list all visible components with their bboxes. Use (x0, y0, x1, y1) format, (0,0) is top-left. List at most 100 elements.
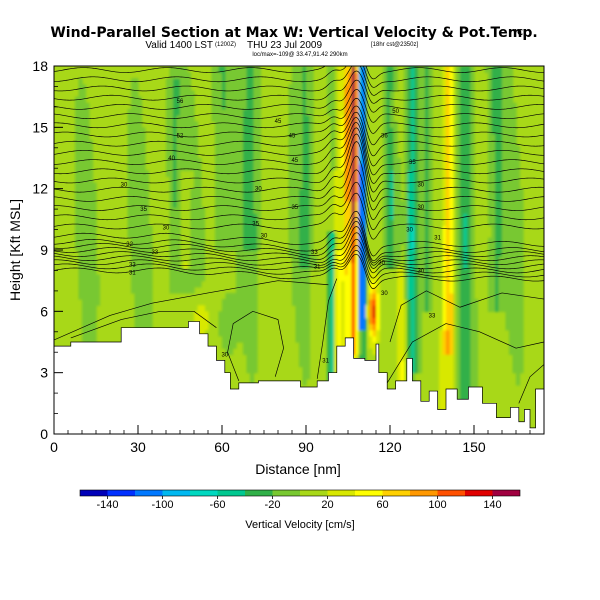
field-cell-3507 (498, 145, 503, 153)
field-cell-1373 (292, 194, 297, 202)
field-cell-865 (222, 213, 227, 220)
field-cell-640 (183, 127, 188, 135)
field-cell-1915 (344, 200, 349, 208)
field-cell-280 (134, 311, 139, 319)
field-cell-299 (134, 194, 139, 202)
field-cell-3660 (512, 311, 517, 319)
field-cell-838 (218, 145, 223, 153)
contour-label-9: 30 (121, 183, 128, 189)
field-cell-2140 (358, 292, 363, 300)
field-cell-2944 (446, 280, 451, 288)
field-cell-2135 (358, 323, 363, 331)
field-cell-2142 (358, 280, 363, 288)
field-cell-1804 (337, 145, 342, 153)
field-cell-2206 (362, 256, 367, 263)
field-cell-415 (145, 299, 150, 306)
field-cell-3190 (463, 243, 468, 251)
field-cell-1366 (292, 237, 297, 245)
field-cell-2438 (397, 219, 402, 227)
field-cell-2942 (446, 292, 451, 300)
field-cell-657 (187, 151, 192, 159)
field-cell-2192 (362, 342, 367, 349)
field-cell-844 (218, 108, 223, 116)
field-cell-3538 (502, 200, 507, 208)
field-cell-2605 (411, 170, 416, 177)
field-cell-2840 (428, 78, 433, 85)
field-cell-2745 (421, 170, 426, 177)
field-cell-1158 (246, 292, 251, 300)
field-cell-1365 (292, 243, 297, 251)
field-cell-1477 (299, 133, 304, 141)
field-cell-2487 (404, 268, 409, 276)
field-cell-2246 (369, 305, 374, 312)
field-cell-934 (229, 323, 234, 331)
field-cell-2436 (397, 231, 402, 239)
field-cell-925 (225, 90, 230, 98)
theta-contour-low-3 (316, 278, 338, 379)
field-cell-718 (194, 200, 199, 208)
field-cell-996 (232, 139, 237, 147)
field-cell-2445 (397, 176, 402, 184)
field-cell-222 (127, 231, 132, 239)
field-cell-1849 (341, 237, 346, 245)
field-cell-334 (138, 262, 143, 269)
field-cell-985 (232, 207, 237, 214)
field-cell-1076 (239, 200, 244, 208)
field-cell-2132 (358, 342, 363, 349)
field-cell-3339 (470, 66, 475, 73)
field-cell-669 (187, 78, 192, 85)
field-cell-2335 (386, 115, 391, 122)
field-cell-1257 (253, 311, 258, 319)
field-cell-2807 (428, 280, 433, 288)
field-cell-3303 (470, 286, 475, 294)
field-cell-3107 (460, 384, 465, 392)
field-cell-3019 (449, 188, 454, 196)
field-cell-2109 (355, 115, 360, 122)
field-cell-3097 (456, 78, 461, 85)
field-cell-1389 (292, 96, 297, 104)
field-cell-1237 (250, 127, 255, 135)
field-cell-2544 (407, 225, 412, 233)
field-cell-1356 (292, 299, 297, 306)
field-cell-821 (218, 311, 223, 319)
field-cell-1586 (306, 96, 311, 104)
field-cell-1564 (306, 231, 311, 239)
field-cell-1142 (243, 84, 248, 92)
field-cell-130 (85, 194, 90, 202)
field-cell-3461 (495, 182, 500, 190)
field-cell-3643 (509, 108, 514, 116)
field-cell-3175 (463, 335, 468, 343)
field-cell-3096 (456, 84, 461, 92)
field-cell-3498 (498, 200, 503, 208)
field-cell-2803 (428, 305, 433, 312)
field-cell-2649 (414, 207, 419, 214)
field-cell-1541 (306, 372, 311, 380)
field-cell-2094 (355, 207, 360, 214)
field-cell-2212 (362, 219, 367, 227)
field-cell-2272 (376, 305, 381, 312)
field-cell-3335 (470, 90, 475, 98)
field-cell-95 (82, 127, 87, 135)
field-cell-175 (89, 194, 94, 202)
field-cell-652 (187, 280, 192, 288)
field-cell-1903 (344, 274, 349, 282)
field-cell-57 (78, 96, 83, 104)
field-cell-3633 (509, 170, 514, 177)
field-cell-1533 (302, 108, 307, 116)
field-cell-3606 (509, 335, 514, 343)
field-cell-903 (225, 225, 230, 233)
field-cell-751 (197, 200, 202, 208)
field-cell-2473 (400, 280, 405, 288)
field-cell-1026 (236, 231, 241, 239)
field-cell-396 (141, 164, 146, 171)
colorbar-swatch-14 (465, 490, 493, 496)
field-cell-2781 (425, 194, 430, 202)
field-cell-3445 (495, 280, 500, 288)
field-cell-2138 (358, 305, 363, 312)
field-cell-1444 (299, 335, 304, 343)
field-cell-3515 (498, 96, 503, 104)
field-cell-1875 (341, 78, 346, 85)
field-cell-434 (145, 182, 150, 190)
field-cell-1447 (299, 317, 304, 325)
field-cell-427 (145, 225, 150, 233)
